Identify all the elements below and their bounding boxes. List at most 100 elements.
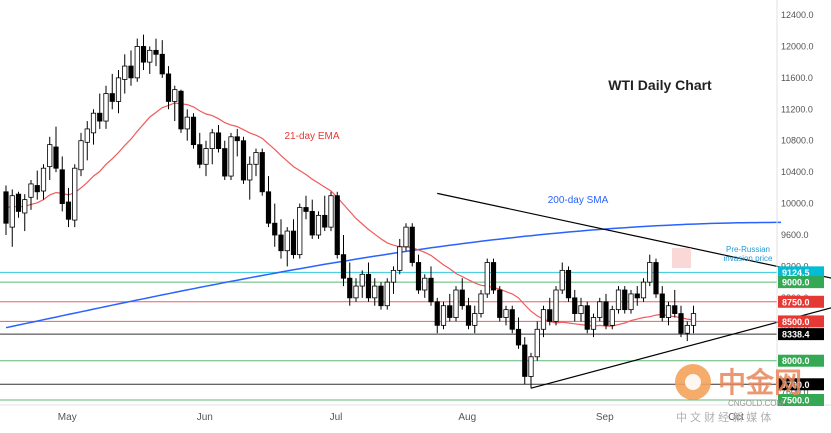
level-tag-bg bbox=[778, 295, 824, 308]
watermark-site: CNGOLD.COM bbox=[728, 399, 783, 408]
pre-invasion-highlight bbox=[672, 248, 691, 268]
candle-78 bbox=[490, 258, 497, 294]
candle-body bbox=[122, 65, 128, 80]
candle-101 bbox=[634, 286, 640, 306]
candle-body bbox=[247, 163, 253, 181]
candle-body bbox=[359, 273, 365, 287]
candle-75 bbox=[472, 305, 478, 334]
candle-body bbox=[584, 305, 590, 330]
candle-46 bbox=[290, 219, 297, 259]
candle-67 bbox=[422, 274, 428, 298]
candle-19 bbox=[122, 54, 128, 94]
candle-body bbox=[559, 269, 565, 291]
candle-body bbox=[197, 144, 203, 165]
candle-body bbox=[659, 293, 665, 318]
candle-body bbox=[172, 89, 178, 102]
candle-31 bbox=[197, 132, 203, 169]
candle-55 bbox=[347, 262, 353, 306]
candle-body bbox=[334, 195, 340, 256]
candle-70 bbox=[440, 301, 447, 330]
candle-36 bbox=[228, 132, 234, 180]
candle-body bbox=[528, 356, 534, 377]
candle-body bbox=[190, 116, 197, 146]
candle-49 bbox=[309, 199, 315, 239]
candle-body bbox=[634, 293, 640, 299]
candle-body bbox=[303, 207, 309, 212]
candle-body bbox=[509, 309, 515, 330]
candle-body bbox=[284, 230, 290, 252]
y-tick-label: 9600.0 bbox=[781, 230, 809, 240]
candle-52 bbox=[328, 191, 334, 232]
candle-body bbox=[53, 146, 59, 169]
candle-body bbox=[365, 273, 372, 299]
candle-82 bbox=[515, 317, 522, 349]
candle-body bbox=[622, 289, 628, 311]
y-tick-label: 10800.0 bbox=[781, 136, 814, 146]
candle-99 bbox=[622, 286, 628, 314]
candle-body bbox=[240, 140, 247, 181]
level-tag-label: 9124.5 bbox=[782, 268, 810, 278]
candle-102 bbox=[640, 278, 647, 302]
candle-18 bbox=[115, 70, 122, 114]
candle-9 bbox=[59, 156, 65, 212]
level-tag-bg bbox=[778, 328, 824, 341]
candle-body bbox=[15, 193, 22, 212]
level-tag-6: 7700.0 bbox=[778, 378, 824, 391]
x-tick-label: Sep bbox=[596, 412, 614, 423]
candle-81 bbox=[509, 305, 515, 334]
ema-layer bbox=[5, 102, 694, 327]
candle-body bbox=[647, 262, 653, 283]
candle-body bbox=[690, 313, 697, 326]
candle-48 bbox=[303, 195, 309, 220]
candle-105 bbox=[659, 286, 665, 322]
level-tag-bg bbox=[778, 315, 824, 328]
plot-area bbox=[0, 34, 831, 401]
candle-24 bbox=[153, 38, 159, 67]
y-tick-label: 10400.0 bbox=[781, 167, 814, 177]
level-tag-4: 8338.4 bbox=[778, 328, 824, 341]
sma-200-line bbox=[5, 221, 781, 329]
candle-69 bbox=[434, 297, 440, 334]
candle-32 bbox=[203, 140, 209, 177]
candle-107 bbox=[672, 290, 678, 318]
candle-91 bbox=[572, 290, 578, 322]
candle-106 bbox=[665, 301, 672, 326]
candle-body bbox=[184, 116, 190, 130]
candle-body bbox=[472, 313, 478, 326]
candle-5 bbox=[34, 170, 40, 200]
level-tag-bg bbox=[778, 266, 824, 279]
pre-invasion-annotation: Pre-Russian invasion price bbox=[724, 245, 773, 263]
candle-body bbox=[372, 285, 378, 299]
candle-41 bbox=[259, 148, 265, 196]
candle-2 bbox=[15, 191, 22, 218]
level-tag-bg bbox=[778, 394, 824, 406]
candle-60 bbox=[378, 282, 384, 310]
y-tick-label: 12400.0 bbox=[781, 10, 814, 20]
candle-71 bbox=[447, 293, 453, 322]
candle-body bbox=[578, 305, 584, 314]
candle-0 bbox=[3, 185, 9, 235]
candle-body bbox=[315, 214, 322, 236]
candle-body bbox=[265, 191, 272, 224]
candle-104 bbox=[653, 258, 659, 298]
candle-96 bbox=[603, 293, 609, 330]
candle-body bbox=[134, 46, 140, 79]
candle-30 bbox=[190, 113, 197, 149]
candle-body bbox=[428, 277, 434, 303]
chart-title: WTI Daily Chart bbox=[608, 77, 712, 93]
candle-body bbox=[609, 309, 615, 326]
y-tick-label: 7600.0 bbox=[781, 387, 809, 397]
candle-10 bbox=[65, 187, 72, 228]
level-tag-bg bbox=[778, 276, 824, 289]
candle-110 bbox=[690, 305, 697, 334]
candle-85 bbox=[534, 321, 540, 361]
candle-54 bbox=[340, 235, 347, 287]
candle-body bbox=[540, 309, 547, 330]
level-tag-bg bbox=[778, 378, 824, 391]
candle-100 bbox=[628, 290, 634, 314]
x-tick-label: Aug bbox=[458, 412, 476, 423]
candle-66 bbox=[415, 254, 422, 294]
candle-6 bbox=[40, 164, 47, 200]
candle-57 bbox=[359, 270, 365, 298]
candle-47 bbox=[297, 203, 303, 259]
